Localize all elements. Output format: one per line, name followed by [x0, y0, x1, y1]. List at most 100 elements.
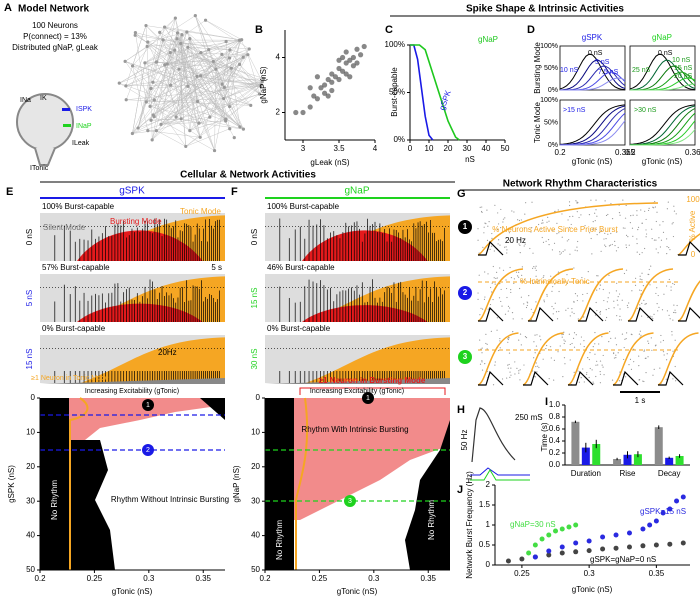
- raster-dot: [535, 269, 537, 271]
- raster-dot: [564, 363, 566, 365]
- raster-dot: [587, 271, 589, 273]
- raster-dot: [647, 342, 650, 344]
- raster-dot: [485, 333, 487, 335]
- y-tick-label: 0.5: [479, 540, 491, 549]
- connection: [181, 34, 188, 87]
- curve-label: 25 nS: [632, 67, 651, 74]
- raster-dot: [596, 289, 598, 291]
- y-tick-label: 0.8: [549, 412, 561, 421]
- raster-dot: [602, 288, 604, 291]
- raster-dot: [594, 353, 596, 355]
- panel-letter: F: [231, 186, 238, 198]
- raster-dot: [614, 240, 616, 242]
- raster-dot: [586, 292, 588, 295]
- bar: [633, 454, 642, 465]
- raster-dot: [668, 278, 670, 281]
- raster-dot: [545, 240, 547, 242]
- raster-dot: [508, 232, 511, 234]
- active-curve: [477, 332, 699, 386]
- raster-dot: [560, 252, 563, 254]
- connection: [170, 39, 242, 53]
- column-title: gNaP: [652, 33, 672, 42]
- raster-dot: [599, 370, 601, 373]
- raster-dot: [616, 315, 618, 317]
- raster-dot: [568, 333, 570, 335]
- raster-dot: [640, 289, 642, 292]
- point: [680, 494, 686, 500]
- raster-dot: [510, 291, 512, 294]
- raster-dot: [588, 232, 591, 234]
- raster-dot: [525, 306, 528, 309]
- point: [329, 87, 335, 94]
- raster-dot: [644, 303, 646, 305]
- raster-dot: [477, 292, 479, 294]
- raster-dot: [519, 369, 521, 371]
- raster-dot: [569, 215, 571, 218]
- point: [546, 532, 552, 538]
- raster-dot: [605, 245, 607, 248]
- connection: [160, 64, 240, 125]
- node: [133, 33, 137, 37]
- raster-dot: [506, 296, 508, 299]
- raster-dot: [518, 243, 520, 245]
- point: [519, 556, 525, 562]
- raster-dot: [671, 331, 673, 333]
- raster-dot: [578, 381, 580, 383]
- raster-dot: [673, 205, 675, 207]
- raster-dot: [639, 330, 641, 332]
- node: [211, 59, 215, 64]
- raster-dot: [482, 246, 484, 248]
- raster-dot: [571, 311, 573, 313]
- node: [117, 81, 121, 85]
- raster-dot: [479, 363, 482, 365]
- node: [259, 84, 263, 88]
- x-tick-label: 0.2: [259, 574, 271, 583]
- raster-dot: [588, 282, 590, 284]
- raster-dot: [607, 213, 609, 216]
- raster-dot: [603, 238, 605, 240]
- raster-dot: [596, 275, 598, 277]
- raster-dot: [651, 237, 653, 240]
- node: [185, 30, 189, 34]
- raster-dot: [556, 222, 558, 224]
- node: [149, 86, 153, 91]
- node: [228, 104, 232, 109]
- raster-dot: [563, 339, 565, 341]
- raster-dot: [606, 301, 608, 303]
- point: [553, 528, 559, 534]
- raster-dot: [554, 302, 556, 304]
- raster-dot: [584, 224, 586, 227]
- y-tick-label: 100%: [385, 40, 405, 49]
- marker-label: 1: [146, 402, 150, 409]
- raster-dot: [553, 379, 555, 381]
- raster-dot: [548, 378, 550, 380]
- connection: [132, 17, 176, 67]
- raster-dot: [636, 214, 638, 216]
- node: [222, 96, 226, 101]
- marker: [344, 495, 356, 507]
- axis-label: Network Burst Frequency (Hz): [465, 471, 474, 579]
- x-tick-label: 0: [408, 144, 413, 153]
- raster-dot: [627, 236, 629, 238]
- raster-dot: [521, 266, 523, 268]
- raster-dot: [615, 290, 618, 292]
- raster-dot: [525, 336, 528, 339]
- raster-dot: [665, 285, 668, 287]
- y-tick-label: 1.5: [479, 500, 491, 509]
- raster-dot: [610, 203, 612, 205]
- node: [162, 25, 167, 29]
- raster-dot: [568, 239, 570, 241]
- raster-dot: [546, 344, 548, 347]
- raster-dot: [561, 334, 563, 336]
- raster-dot: [555, 311, 558, 313]
- raster-dot: [550, 275, 552, 277]
- raster-dot: [509, 266, 511, 269]
- annotation: Rhythm With Intrinsic Bursting: [301, 425, 408, 434]
- raster-dot: [548, 220, 550, 222]
- raster-dot: [479, 206, 481, 209]
- marker-label: 3: [463, 352, 468, 361]
- node: [124, 98, 128, 102]
- node: [246, 53, 250, 57]
- raster-dot: [675, 380, 677, 382]
- raster-dot: [508, 352, 511, 354]
